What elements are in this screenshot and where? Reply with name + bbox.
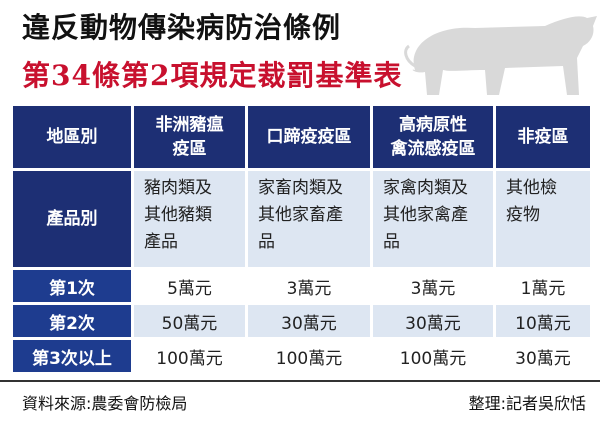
corner-header: 地區別 xyxy=(13,106,131,168)
row-label: 第3次以上 xyxy=(13,340,131,372)
pig-silhouette-icon xyxy=(404,16,597,95)
column-header-line: 高病原性 xyxy=(399,115,467,135)
fine-cell: 50萬元 xyxy=(134,305,245,337)
table-header-row: 地區別 非洲豬瘟 疫區 口蹄疫疫區 高病原性 禽流感疫區 非疫區 xyxy=(13,106,590,168)
source-credit: 資料來源:農委會防檢局 xyxy=(22,394,188,413)
table-row: 第2次 50萬元 30萬元 30萬元 10萬元 xyxy=(13,305,590,337)
column-header-line: 口蹄疫疫區 xyxy=(266,127,352,147)
fine-cell: 100萬元 xyxy=(373,340,493,372)
fine-cell: 1萬元 xyxy=(496,270,590,302)
fine-cell: 30萬元 xyxy=(248,305,370,337)
fine-cell: 3萬元 xyxy=(248,270,370,302)
product-line: 產品 xyxy=(144,232,178,252)
table-row: 第1次 5萬元 3萬元 3萬元 1萬元 xyxy=(13,270,590,302)
fine-cell: 30萬元 xyxy=(496,340,590,372)
fine-cell: 3萬元 xyxy=(373,270,493,302)
fine-cell: 100萬元 xyxy=(248,340,370,372)
product-row-label: 產品別 xyxy=(13,171,131,267)
product-line: 品 xyxy=(258,232,275,252)
fine-cell: 5萬元 xyxy=(134,270,245,302)
pig-body xyxy=(412,16,597,95)
product-line: 其他檢 xyxy=(506,178,557,198)
table-row: 第3次以上 100萬元 100萬元 100萬元 30萬元 xyxy=(13,340,590,372)
column-header: 非洲豬瘟 疫區 xyxy=(134,106,245,168)
product-line: 其他豬類 xyxy=(144,205,212,225)
pig-tail xyxy=(404,44,416,68)
footer: 資料來源:農委會防檢局 整理:記者吳欣恬 xyxy=(0,380,600,421)
penalty-table: 地區別 非洲豬瘟 疫區 口蹄疫疫區 高病原性 禽流感疫區 非疫區 產品別 豬肉類… xyxy=(10,103,593,375)
product-line: 家畜肉類及 xyxy=(258,178,343,198)
fine-cell: 10萬元 xyxy=(496,305,590,337)
fine-cell: 100萬元 xyxy=(134,340,245,372)
reporter-credit: 整理:記者吳欣恬 xyxy=(468,394,586,413)
product-line: 其他家畜產 xyxy=(258,205,343,225)
column-header: 非疫區 xyxy=(496,106,590,168)
product-cell: 家畜肉類及 其他家畜產 品 xyxy=(248,171,370,267)
column-header-line: 非洲豬瘟 xyxy=(155,115,224,135)
row-label: 第1次 xyxy=(13,270,131,302)
product-cell: 豬肉類及 其他豬類 產品 xyxy=(134,171,245,267)
product-cell: 其他檢 疫物 xyxy=(496,171,590,267)
column-header: 高病原性 禽流感疫區 xyxy=(373,106,493,168)
fine-cell: 30萬元 xyxy=(373,305,493,337)
product-row: 產品別 豬肉類及 其他豬類 產品 家畜肉類及 其他家畜產 品 家禽肉類及 其他家… xyxy=(13,171,590,267)
product-line: 疫物 xyxy=(506,205,540,225)
column-header-line: 非疫區 xyxy=(517,127,569,147)
title-line-2: 第34條第2項規定裁罰基準表 xyxy=(22,59,403,92)
product-line: 其他家禽產 xyxy=(383,205,468,225)
product-line: 品 xyxy=(383,232,400,252)
column-header-line: 禽流感疫區 xyxy=(390,139,476,159)
product-cell: 家禽肉類及 其他家禽產 品 xyxy=(373,171,493,267)
row-label: 第2次 xyxy=(13,305,131,337)
product-line: 家禽肉類及 xyxy=(383,178,468,198)
product-line: 豬肉類及 xyxy=(144,178,212,198)
column-header-line: 疫區 xyxy=(172,139,207,159)
column-header: 口蹄疫疫區 xyxy=(248,106,370,168)
title-line-1: 違反動物傳染病防治條例 xyxy=(22,11,342,44)
